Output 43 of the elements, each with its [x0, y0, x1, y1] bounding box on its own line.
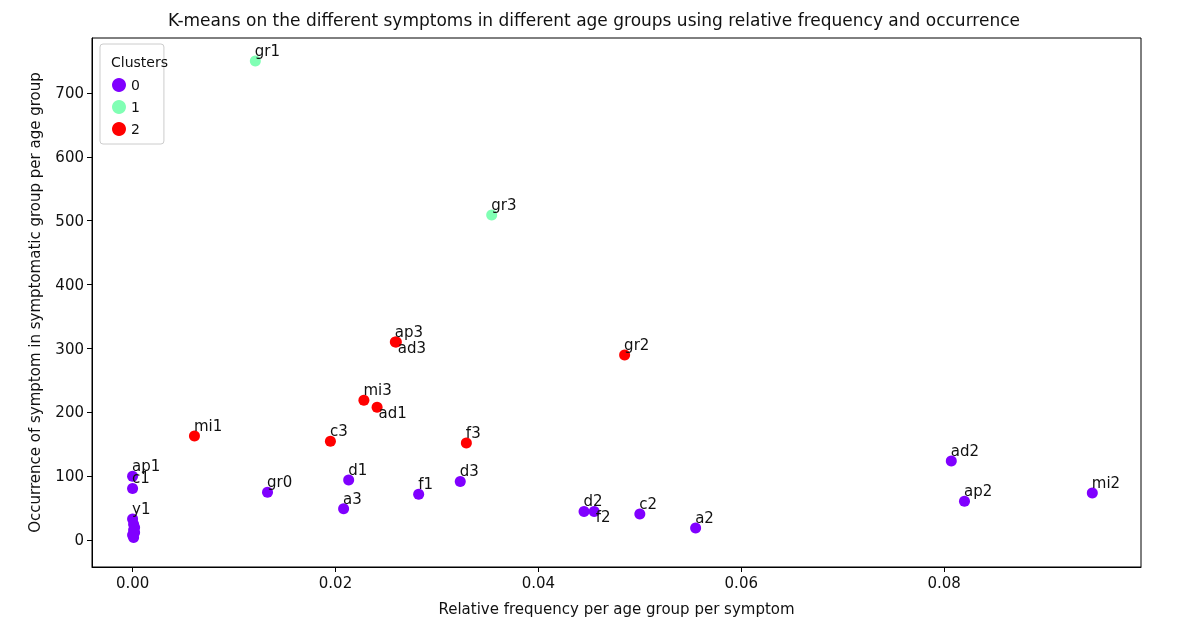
data-label: gr2 — [624, 335, 650, 354]
data-label: mi1 — [193, 417, 223, 436]
y-tick-label: 600 — [55, 147, 84, 166]
data-label: c3 — [329, 422, 348, 441]
x-tick-label: 0.02 — [318, 573, 353, 592]
data-label: ad1 — [378, 404, 407, 423]
y-tick-label: 400 — [55, 275, 84, 294]
data-label: a2 — [695, 509, 714, 528]
x-axis-title: Relative frequency per age group per symptom — [438, 599, 795, 618]
data-label: ap3 — [394, 323, 424, 342]
y-tick-label: 700 — [55, 83, 84, 102]
y-axis-title: Occurrence of symptom in symptomatic group per age group — [25, 72, 44, 533]
data-label: a3 — [343, 489, 362, 508]
data-label: mi2 — [1091, 473, 1121, 492]
data-label: y1 — [132, 500, 151, 519]
y-tick-label: 300 — [55, 339, 84, 358]
chart-title: K-means on the different symptoms in different age groups using relative frequency and occurrence — [168, 9, 1020, 30]
data-label: gr0 — [267, 473, 293, 492]
data-label: ad3 — [397, 339, 427, 358]
legend-label: 2 — [131, 121, 140, 137]
data-label: f3 — [465, 424, 481, 443]
y-tick-label: 0 — [74, 531, 84, 550]
legend-label: 1 — [131, 99, 140, 115]
data-label: gr3 — [491, 195, 517, 214]
x-tick-label: 0.08 — [927, 573, 961, 592]
data-label: d2 — [583, 492, 603, 511]
x-tick-label: 0.00 — [115, 573, 150, 592]
data-label: ap2 — [963, 482, 993, 501]
data-label: f1 — [418, 475, 433, 494]
data-label: gr1 — [254, 42, 281, 60]
legend-title: Clusters — [111, 54, 168, 70]
y-tick-label: 500 — [55, 211, 84, 230]
data-label: d1 — [348, 461, 368, 480]
x-tick-label: 0.04 — [521, 573, 556, 592]
data-label: f2 — [595, 508, 611, 527]
data-label: c2 — [639, 494, 658, 513]
data-label: mi3 — [363, 381, 392, 400]
data-label: ad2 — [950, 441, 980, 460]
legend-label: 0 — [131, 77, 140, 93]
x-tick-label: 0.06 — [724, 573, 758, 592]
y-tick-label: 200 — [55, 403, 84, 422]
y-tick-label: 100 — [55, 467, 84, 486]
data-label: d3 — [459, 462, 479, 481]
